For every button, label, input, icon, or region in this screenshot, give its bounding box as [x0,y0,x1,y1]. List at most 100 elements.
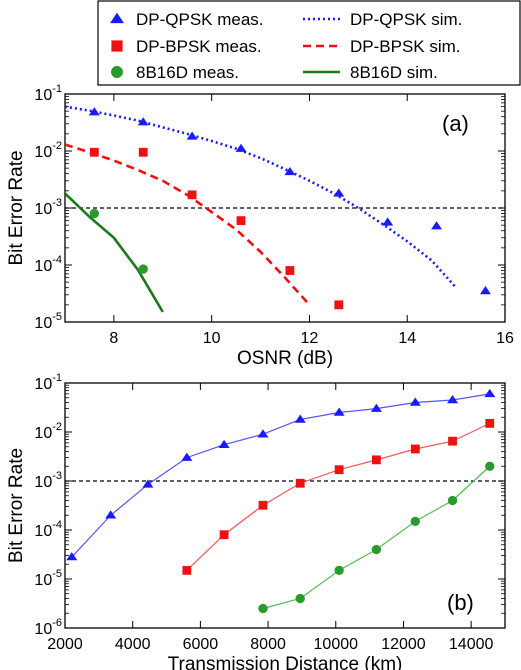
x-axis-label: OSNR (dB) [237,348,333,369]
svg-text:10-2: 10-2 [34,140,62,161]
y-tick-label-0-base: 10 [34,621,52,638]
x-axis-label: Transmission Distance (km) [168,654,403,670]
series-8b16d-meas [89,208,148,274]
y-tick-label-3-base: 10 [34,144,52,161]
data-point [409,397,421,406]
data-point [447,395,459,404]
series-line [186,422,491,571]
data-point [187,190,197,200]
legend-entry-dp-bpsk-meas: DP-BPSK meas. [111,37,262,56]
data-point [89,208,100,219]
series-8b16d [258,461,495,614]
data-point [138,147,148,157]
y-tick-label-4-base: 10 [34,87,52,104]
x-tick-label-3: 14 [398,330,416,347]
y-tick-label-3: 10-2 [34,140,62,161]
y-tick-label-4-base: 10 [34,425,52,442]
data-point [137,117,149,126]
y-minor-ticks [65,384,505,614]
y-tick-label-3-base: 10 [34,474,52,491]
data-point [88,107,100,116]
y-tick-label-2-exponent: -3 [52,197,62,209]
y-tick-label-3-exponent: -2 [52,140,62,152]
y-tick-label-2-exponent: -4 [52,519,62,531]
svg-text:10-1: 10-1 [34,372,62,393]
panel-label: (a) [442,111,469,136]
x-tick-label-3: 8000 [250,636,286,653]
data-point [431,221,443,230]
y-tick-label-0: 10-5 [34,311,62,332]
y-tick-label-1: 10-5 [34,568,62,589]
data-point [258,603,268,614]
series-line-dp-bpsk-sim [65,143,311,306]
x-tick-label-1: 4000 [115,636,151,653]
y-tick-label-3: 10-3 [34,470,62,491]
svg-text:10-2: 10-2 [34,421,62,442]
y-tick-label-1-exponent: -4 [52,254,62,266]
data-point [485,418,495,428]
x-tick-label-4: 16 [496,330,514,347]
svg-text:10-3: 10-3 [34,197,62,218]
y-tick-label-5-exponent: -1 [52,372,62,384]
x-tick-label-4: 10000 [314,636,359,653]
series-line-dp-qpsk-sim [65,105,458,289]
legend-entry-dp-qpsk-meas: DP-QPSK meas. [110,10,264,29]
y-tick-label-1-base: 10 [34,258,52,275]
data-point [295,478,305,488]
data-point [479,286,491,295]
legend: DP-QPSK meas. DP-QPSK sim. DP-BPSK meas. DP… [97,0,521,86]
data-point [66,552,78,561]
x-tick-label-6: 14000 [449,636,494,653]
legend-entry-dp-qpsk-meas-label: DP-QPSK meas. [136,10,264,29]
y-tick-label-2-base: 10 [34,523,52,540]
legend-entry-8b16d-sim: 8B16D sim. [303,63,438,82]
data-point [484,388,496,398]
data-point [334,465,344,475]
data-point [448,436,457,446]
plot-frame [64,382,506,629]
x-tick-label-2: 6000 [183,636,219,653]
svg-text:10-4: 10-4 [34,254,62,275]
svg-text:10-4: 10-4 [34,519,62,540]
data-point [285,266,295,275]
data-point [142,479,154,488]
data-point [294,414,306,423]
y-tick-label-1-base: 10 [34,572,52,589]
data-point [295,593,305,604]
y-tick-label-0-base: 10 [34,315,52,332]
y-tick-label-3-exponent: -3 [52,470,62,482]
data-point [236,216,246,226]
data-point [105,510,117,519]
svg-text:10-1: 10-1 [34,83,62,104]
y-tick-label-2-base: 10 [34,201,52,218]
data-point [334,300,344,310]
y-tick-label-2: 10-3 [34,197,62,218]
svg-text:10-5: 10-5 [34,311,62,332]
plot-area [66,388,496,614]
y-axis-label: Bit Error Rate [6,150,27,265]
data-point [447,495,458,506]
y-tick-label-4: 10-2 [34,421,62,442]
data-point [186,131,198,140]
x-tick-label-0: 2000 [47,636,83,653]
data-point [371,455,381,465]
svg-text:10-5: 10-5 [34,568,62,589]
data-point [410,444,420,454]
legend-entry-dp-qpsk-sim-label: DP-QPSK sim. [350,10,462,29]
series-line [71,393,490,558]
data-point [219,530,229,540]
data-point [181,452,193,461]
legend-entry-8b16d-meas: 8B16D meas. [111,63,239,82]
legend-entry-dp-bpsk-meas-swatch [111,40,123,52]
legend-entry-dp-qpsk-sim: DP-QPSK sim. [303,10,462,29]
legend-entry-dp-bpsk-meas-label: DP-BPSK meas. [136,37,262,56]
data-point [258,500,268,510]
data-point [182,565,192,575]
data-point [382,217,394,226]
series-dp-bpsk [182,418,495,575]
legend-entry-8b16d-meas-label: 8B16D meas. [136,63,239,82]
y-tick-label-1-exponent: -5 [52,568,62,580]
svg-text:10-6: 10-6 [34,617,62,638]
